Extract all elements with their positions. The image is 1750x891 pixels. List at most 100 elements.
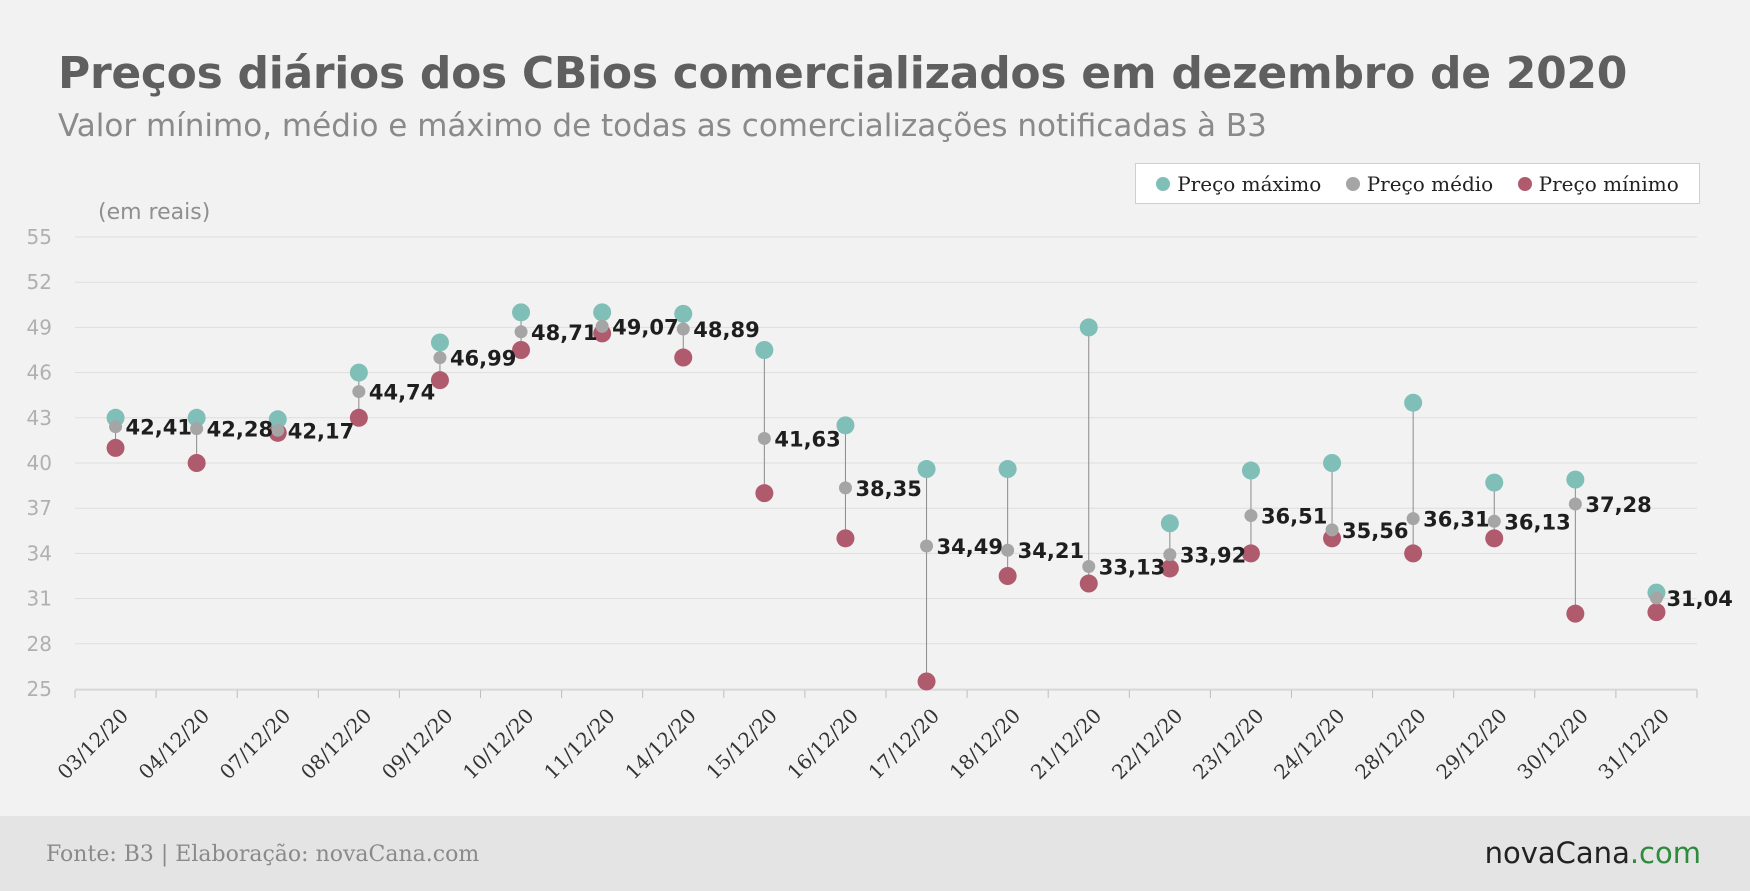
data-label-avg: 35,56 — [1342, 519, 1408, 543]
x-tick-label: 17/12/20 — [864, 704, 944, 784]
point-min — [187, 454, 206, 472]
y-tick-label: 25 — [27, 677, 52, 701]
legend-label-min: Preço mínimo — [1538, 171, 1679, 196]
point-max — [917, 460, 936, 479]
x-tick-label: 28/12/20 — [1350, 704, 1430, 784]
point-avg — [190, 422, 204, 436]
point-avg — [271, 423, 285, 437]
data-label-avg: 34,49 — [937, 535, 1003, 559]
point-avg — [1001, 543, 1015, 557]
legend-item-min: Preço mínimo — [1517, 171, 1679, 196]
x-tick-label: 16/12/20 — [782, 704, 862, 784]
chart-title: Preços diários dos CBios comercializados… — [58, 48, 1628, 99]
point-max — [593, 303, 612, 322]
point-min — [430, 371, 449, 390]
point-max — [430, 333, 449, 352]
footer: Fonte: B3 | Elaboração: novaCana.com nov… — [0, 816, 1750, 891]
data-label-avg: 36,13 — [1504, 510, 1570, 534]
point-avg — [433, 351, 447, 365]
point-max — [512, 303, 531, 322]
x-tick-label: 21/12/20 — [1026, 704, 1106, 784]
legend-label-avg: Preço médio — [1366, 171, 1494, 196]
point-avg — [1568, 497, 1582, 511]
data-label-avg: 31,04 — [1666, 587, 1732, 611]
point-min — [1566, 604, 1585, 623]
point-max — [187, 408, 206, 427]
y-tick-label: 37 — [27, 496, 52, 520]
data-label-avg: 36,51 — [1261, 505, 1327, 529]
x-tick-label: 10/12/20 — [458, 704, 538, 784]
point-avg — [1163, 548, 1177, 562]
y-tick-label: 49 — [27, 315, 52, 339]
point-max — [1241, 461, 1260, 480]
point-min — [1647, 603, 1666, 622]
point-avg — [514, 325, 528, 339]
point-max — [674, 304, 693, 323]
x-tick-label: 03/12/20 — [53, 704, 133, 784]
point-avg — [1406, 512, 1420, 526]
y-tick-label: 31 — [27, 587, 52, 611]
legend: Preço máximo Preço médio Preço mínimo — [1135, 163, 1700, 204]
data-label-avg: 42,41 — [126, 416, 192, 440]
data-label-avg: 49,07 — [612, 315, 678, 339]
source-text: Fonte: B3 | Elaboração: novaCana.com — [46, 842, 480, 867]
legend-dot-min — [1517, 176, 1532, 191]
x-tick-label: 15/12/20 — [701, 704, 781, 784]
data-label-avg: 48,89 — [693, 318, 759, 342]
point-avg — [838, 481, 852, 495]
brand-suffix: .com — [1629, 836, 1701, 870]
point-min — [512, 341, 531, 359]
point-max — [998, 460, 1017, 479]
data-label-avg: 37,28 — [1585, 493, 1651, 517]
point-avg — [1082, 560, 1096, 574]
point-avg — [757, 431, 771, 445]
x-tick-label: 30/12/20 — [1512, 704, 1592, 784]
point-max — [1485, 473, 1504, 492]
point-min — [917, 672, 936, 691]
point-min — [1079, 574, 1098, 593]
y-tick-label: 55 — [27, 225, 52, 249]
point-avg — [920, 539, 934, 553]
data-label-avg: 36,31 — [1423, 508, 1489, 532]
point-min — [836, 529, 855, 548]
point-max — [755, 341, 774, 359]
y-tick-label: 52 — [27, 270, 52, 294]
x-tick-label: 18/12/20 — [945, 704, 1025, 784]
point-avg — [1325, 523, 1339, 537]
point-max — [1566, 470, 1585, 489]
point-max — [268, 410, 287, 429]
x-tick-label: 08/12/20 — [296, 704, 376, 784]
x-tick-label: 29/12/20 — [1431, 704, 1511, 784]
y-tick-label: 46 — [27, 361, 52, 385]
data-label-avg: 33,13 — [1099, 556, 1165, 580]
x-tick-label: 14/12/20 — [620, 704, 700, 784]
legend-label-max: Preço máximo — [1177, 171, 1322, 196]
y-tick-label: 34 — [27, 541, 52, 565]
data-label-avg: 42,17 — [288, 419, 354, 443]
legend-item-avg: Preço médio — [1345, 171, 1494, 196]
point-min — [998, 567, 1017, 585]
data-label-avg: 48,71 — [531, 321, 597, 345]
point-max — [836, 416, 855, 435]
point-avg — [109, 420, 123, 434]
data-label-avg: 38,35 — [855, 477, 921, 501]
point-avg — [676, 322, 690, 336]
point-avg — [1649, 591, 1663, 605]
y-tick-label: 43 — [27, 406, 52, 430]
y-axis-unit-label: (em reais) — [98, 200, 211, 225]
point-min — [755, 484, 774, 503]
point-avg — [595, 319, 609, 333]
brand-logo: novaCana.com — [1485, 836, 1701, 870]
point-max — [1323, 454, 1342, 472]
point-min — [106, 438, 125, 457]
point-min — [1485, 529, 1504, 548]
x-tick-label: 22/12/20 — [1107, 704, 1187, 784]
x-tick-label: 07/12/20 — [215, 704, 295, 784]
data-label-avg: 41,63 — [774, 427, 840, 451]
data-label-avg: 34,21 — [1018, 539, 1084, 563]
legend-dot-avg — [1345, 176, 1360, 191]
point-avg — [1487, 514, 1501, 528]
point-min — [1160, 559, 1179, 578]
point-min — [1404, 544, 1423, 563]
legend-dot-max — [1156, 176, 1171, 191]
